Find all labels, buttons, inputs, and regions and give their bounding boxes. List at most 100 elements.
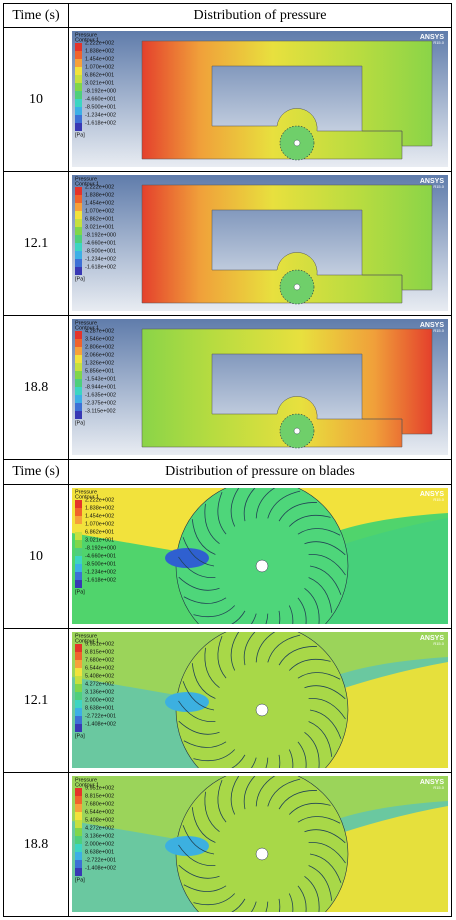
blade (182, 825, 215, 855)
version: R15.0 (433, 40, 444, 45)
legend-label: -1.635e+002 (85, 392, 116, 398)
legend-label: -8.500e+001 (85, 104, 116, 110)
legend-label: 6.862e+001 (85, 216, 114, 222)
time-cell: 18.8 (3, 772, 69, 917)
legend-label: 6.862e+001 (85, 529, 114, 535)
legend-label: 8.638e+001 (85, 849, 114, 855)
time-cell: 10 (3, 484, 69, 629)
blade (250, 901, 257, 912)
legend-swatch (75, 836, 82, 844)
legend-swatch (75, 508, 82, 516)
blade (255, 488, 276, 519)
blade (191, 663, 216, 699)
version: R15.0 (433, 328, 444, 333)
legend-swatch (75, 524, 82, 532)
legend-swatch (75, 411, 82, 419)
legend-label: -2.722e+001 (85, 713, 116, 719)
legend-label: 9.951e+002 (85, 641, 114, 647)
legend-label: 7.680e+002 (85, 801, 114, 807)
legend-swatch (75, 363, 82, 371)
low-pressure (165, 692, 209, 712)
legend-swatch (75, 812, 82, 820)
legend-label: -1.234e+002 (85, 256, 116, 262)
wheel-hub (293, 283, 301, 291)
legend-label: 6.862e+001 (85, 72, 114, 78)
blade (308, 698, 346, 720)
legend-unit: [Pa] (75, 733, 85, 739)
time-cell-text: 18.8 (23, 836, 49, 852)
legend-label: -4.660e+001 (85, 96, 116, 102)
time-cell-text: 12.1 (23, 235, 49, 251)
legend-swatch (75, 676, 82, 684)
legend-swatch (75, 91, 82, 99)
blade (309, 565, 342, 595)
blade (243, 776, 256, 810)
blade (288, 749, 294, 768)
legend-swatch (75, 716, 82, 724)
legend-label: 1.454e+002 (85, 200, 114, 206)
blade (230, 776, 240, 815)
blade (193, 605, 236, 618)
legend-label: 8.638e+001 (85, 705, 114, 711)
legend-title: Pressure (75, 176, 97, 182)
blade (297, 741, 307, 768)
blade (204, 791, 220, 833)
blade (231, 610, 246, 624)
legend-title: Pressure (75, 777, 97, 783)
legend-swatch (75, 708, 82, 716)
header-title: Distribution of pressure on blades (68, 459, 452, 485)
blade (278, 790, 317, 810)
wheel-hub (255, 847, 269, 861)
brand: ANSYS (420, 34, 444, 41)
blade (204, 503, 220, 545)
blade (191, 807, 216, 843)
legend-swatch (75, 355, 82, 363)
header-time: Time (s) (3, 3, 69, 28)
legend-swatch (75, 219, 82, 227)
legend-swatch (75, 700, 82, 708)
legend-label: 1.454e+002 (85, 56, 114, 62)
legend-label: 3.136e+002 (85, 689, 114, 695)
brand: ANSYS (420, 178, 444, 185)
legend-swatch (75, 572, 82, 580)
blade (243, 632, 256, 666)
legend-swatch (75, 67, 82, 75)
blade (183, 884, 227, 892)
legend-label: -8.192e+000 (85, 545, 116, 551)
low-pressure (165, 836, 209, 856)
blade (309, 853, 342, 883)
wheel-hub (293, 427, 301, 435)
legend-swatch (75, 804, 82, 812)
blade (182, 537, 215, 567)
legend-label: -2.722e+001 (85, 857, 116, 863)
blade (183, 596, 227, 604)
legend-swatch (75, 796, 82, 804)
legend-label: 1.454e+002 (85, 513, 114, 519)
legend-swatch (75, 556, 82, 564)
time-cell: 12.1 (3, 628, 69, 773)
legend-swatch (75, 548, 82, 556)
legend-swatch (75, 540, 82, 548)
blade (297, 816, 341, 824)
blade (288, 605, 294, 624)
legend-label: -1.234e+002 (85, 112, 116, 118)
legend-label: -8.192e+000 (85, 88, 116, 94)
legend-swatch (75, 195, 82, 203)
legend-swatch (75, 852, 82, 860)
legend-title: Pressure (75, 32, 97, 38)
legend-swatch (75, 387, 82, 395)
legend-label: 2.806e+002 (85, 344, 114, 350)
legend-swatch (75, 59, 82, 67)
low-pressure (165, 548, 209, 568)
blade (278, 610, 281, 624)
legend-label: 2.000e+002 (85, 697, 114, 703)
blade (231, 898, 246, 912)
legend-label: -8.500e+001 (85, 561, 116, 567)
blade (178, 720, 220, 735)
blade (255, 776, 276, 807)
blade (230, 488, 240, 527)
blade (217, 635, 227, 679)
wheel-hub (255, 703, 269, 717)
